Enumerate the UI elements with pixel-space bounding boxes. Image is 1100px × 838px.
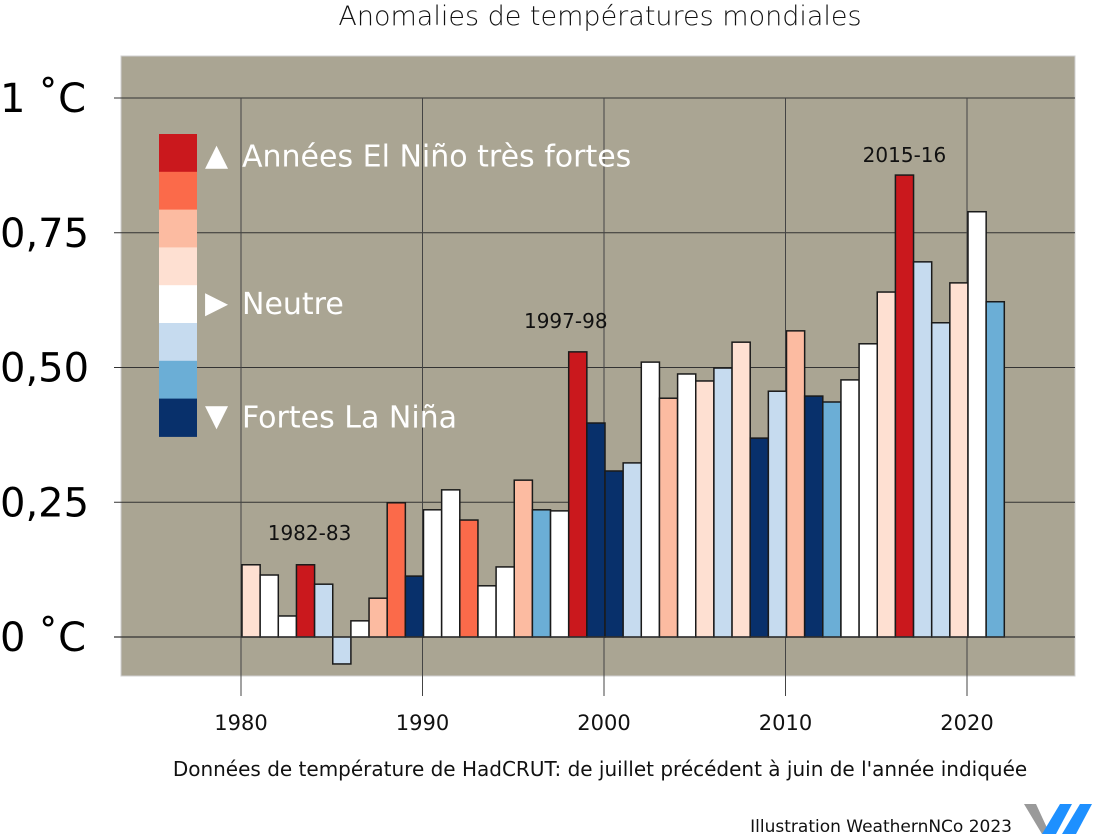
bar-2014 — [858, 343, 878, 638]
bar-2020 — [967, 210, 987, 638]
bar-1999 — [586, 422, 606, 638]
bar-1984 — [313, 583, 334, 638]
bar-1998 — [567, 351, 588, 638]
bar-2017 — [912, 261, 933, 638]
annotations: 1982-83 1997-98 2015-16 — [268, 143, 947, 545]
bar-2008 — [749, 437, 770, 638]
bar-2009 — [767, 390, 788, 638]
annotation-label: 1997-98 — [524, 309, 608, 333]
bar-1997 — [549, 510, 570, 638]
bar-2018 — [930, 322, 951, 638]
triangle-right-icon: ▶ — [205, 285, 228, 320]
bar-1986 — [350, 620, 370, 638]
legend-swatch — [159, 360, 197, 400]
legend-swatch — [159, 134, 197, 173]
bar-1982 — [277, 615, 298, 638]
bar-2004 — [676, 373, 697, 638]
legend-swatch — [159, 398, 197, 437]
bar-1983 — [295, 564, 316, 638]
annotation-label: 2015-16 — [863, 143, 947, 167]
bar-1996 — [531, 509, 552, 638]
legend-label: Fortes La Niña — [242, 401, 457, 436]
chart-title: Anomalies de températures mondiales — [338, 1, 861, 32]
annotation-label: 1982-83 — [268, 521, 352, 545]
logo-right-stroke — [1062, 804, 1092, 834]
bar-2003 — [658, 397, 679, 638]
legend-label: Années El Niño très fortes — [242, 140, 631, 175]
x-tick-label: 2000 — [577, 711, 630, 735]
logo-left-stroke — [1024, 804, 1048, 834]
bar-2007 — [731, 341, 751, 638]
bar-2013 — [840, 379, 860, 638]
legend-label: Neutre — [242, 287, 344, 322]
bar-2011 — [803, 395, 824, 638]
bar-2000 — [604, 470, 624, 638]
bar-2021 — [985, 300, 1006, 638]
legend-swatch — [159, 247, 197, 286]
bar-1994 — [495, 566, 516, 638]
bar-1992 — [459, 519, 479, 638]
bar-2006 — [713, 367, 733, 638]
legend-swatch — [159, 171, 197, 211]
x-axis-label: Données de température de HadCRUT: de ju… — [173, 757, 1027, 781]
x-tick-label: 2010 — [759, 711, 812, 735]
weatherncco-w-logo-icon — [1024, 804, 1092, 834]
legend-swatch — [159, 323, 197, 362]
triangle-up-icon: ▲ — [205, 138, 228, 173]
x-tick-label: 1980 — [214, 711, 267, 735]
y-tick-label: 0 ˚C — [0, 615, 86, 661]
bar-2015 — [876, 291, 897, 638]
bar-1981 — [259, 574, 280, 638]
legend-swatch — [159, 209, 197, 248]
bar-2005 — [695, 380, 715, 638]
y-axis-ticks: 0 ˚C 0,25 0,50 0,75 1 ˚C — [0, 76, 89, 661]
bar-2010 — [785, 330, 806, 638]
bar-1985 — [332, 636, 352, 665]
bar-2019 — [949, 282, 969, 638]
y-tick-label: 1 ˚C — [0, 76, 86, 122]
logo-mid-stroke — [1042, 804, 1072, 834]
bar-1987 — [368, 597, 388, 638]
legend-swatch — [159, 285, 197, 324]
x-tick-label: 1990 — [396, 711, 449, 735]
x-axis-ticks: 1980 1990 2000 2010 2020 — [214, 711, 993, 735]
bar-1989 — [404, 575, 425, 638]
legend: ▲ Années El Niño très fortes ▶ Neutre ▼ Forte… — [159, 134, 631, 437]
credit-text: Illustration WeathernNCo 2023 — [750, 817, 1012, 837]
bar-1993 — [477, 585, 497, 638]
bar-2001 — [622, 462, 643, 638]
y-tick-label: 0,25 — [0, 480, 89, 526]
bar-1980 — [241, 564, 261, 638]
y-tick-label: 0,75 — [0, 211, 89, 257]
bar-1988 — [386, 502, 407, 638]
bar-2012 — [822, 401, 842, 638]
bar-1995 — [513, 479, 534, 638]
bar-1991 — [440, 489, 461, 638]
x-tick-label: 2020 — [940, 711, 993, 735]
bar-2016 — [894, 174, 915, 638]
bar-1990 — [422, 509, 443, 638]
triangle-down-icon: ▼ — [205, 399, 228, 434]
y-tick-label: 0,50 — [0, 346, 89, 392]
bars — [114, 174, 1075, 665]
bar-2002 — [640, 361, 661, 638]
plot-area — [114, 55, 1076, 696]
